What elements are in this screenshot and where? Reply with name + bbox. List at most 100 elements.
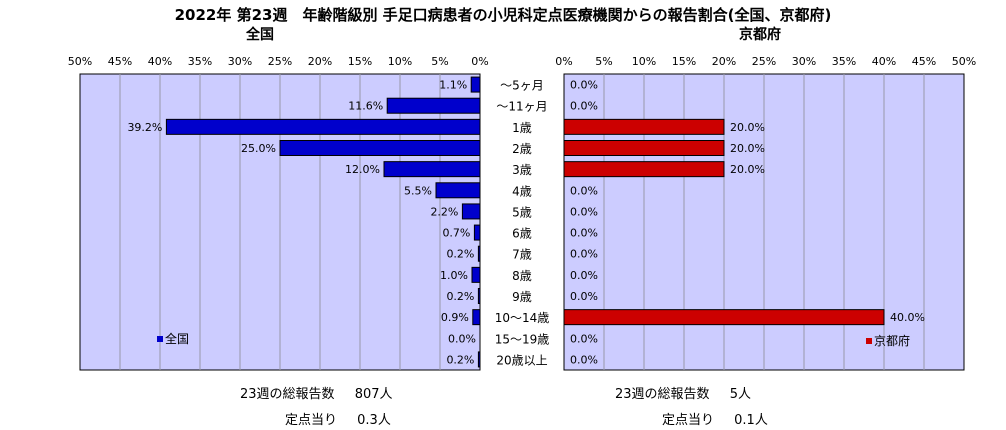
- national-bar: [435, 182, 481, 199]
- national-data-label: 1.1%: [439, 79, 467, 92]
- national-total-row: 23週の総報告数 807人: [240, 383, 393, 402]
- national-data-label: 39.2%: [127, 121, 162, 134]
- kyoto-data-label: 0.0%: [570, 290, 598, 303]
- kyoto-data-label: 40.0%: [890, 311, 925, 324]
- kyoto-bar: [563, 118, 725, 135]
- category-label: 20歳以上: [496, 353, 547, 367]
- national-x-tick-label: 30%: [228, 55, 252, 68]
- kyoto-subtitle: 京都府: [739, 27, 781, 43]
- kyoto-data-label: 20.0%: [730, 121, 765, 134]
- national-bar: [461, 203, 481, 220]
- kyoto-x-tick-label: 40%: [872, 55, 896, 68]
- national-bar: [473, 224, 481, 241]
- population-chart-canvas: 50% 45% 40% 35% 30% 25% 20% 15% 10% 5% 0% 1.1% 11.6%…: [68, 55, 976, 371]
- national-bar: [279, 140, 481, 156]
- kyoto-data-label: 0.0%: [570, 227, 598, 240]
- national-data-label: 1.0%: [440, 269, 468, 282]
- national-x-tick-label: 50%: [68, 55, 92, 68]
- category-label: 2歳: [512, 142, 532, 156]
- category-label: 10～14歳: [495, 311, 550, 325]
- kyoto-total-row: 23週の総報告数 5人: [615, 383, 751, 402]
- category-label: 6歳: [512, 227, 532, 241]
- national-data-label: 0.2%: [446, 248, 474, 261]
- category-label: ～5ヶ月: [500, 79, 544, 93]
- category-label: 5歳: [512, 205, 532, 219]
- kyoto-x-tick-label: 20%: [712, 55, 736, 68]
- national-x-tick-label: 10%: [388, 55, 412, 68]
- national-bar: [477, 288, 481, 304]
- national-bar: [477, 351, 481, 368]
- national-data-label: 0.2%: [446, 353, 474, 366]
- national-legend-label: 全国: [165, 331, 189, 346]
- national-x-tick-label: 25%: [268, 55, 292, 68]
- national-data-label: 0.9%: [441, 311, 469, 324]
- national-data-label: 12.0%: [345, 163, 380, 176]
- kyoto-per-value: 0.1人: [734, 413, 768, 428]
- category-label: 3歳: [512, 163, 532, 177]
- category-label: 7歳: [512, 248, 532, 262]
- national-bar: [471, 266, 481, 283]
- national-data-label: 5.5%: [404, 184, 432, 197]
- kyoto-data-label: 0.0%: [570, 184, 598, 197]
- kyoto-per-row: 定点当り 0.1人: [662, 409, 768, 428]
- national-x-tick-label: 40%: [148, 55, 172, 68]
- national-per-label: 定点当り: [285, 413, 338, 428]
- kyoto-x-tick-label: 50%: [952, 55, 976, 68]
- category-label: 9歳: [512, 290, 532, 304]
- kyoto-x-tick-label: 10%: [632, 55, 656, 68]
- national-bar: [386, 97, 481, 114]
- kyoto-x-tick-label: 45%: [912, 55, 936, 68]
- kyoto-data-label: 20.0%: [730, 142, 765, 155]
- kyoto-bar: [563, 161, 725, 178]
- national-per-value: 0.3人: [357, 413, 391, 428]
- national-bar: [472, 309, 481, 326]
- kyoto-data-label: 0.0%: [570, 79, 598, 92]
- kyoto-data-label: 20.0%: [730, 163, 765, 176]
- chart-title: 2022年 第23週 年齢階級別 手足口病患者の小児科定点医療機関からの報告割合…: [174, 6, 832, 24]
- kyoto-legend-swatch: [866, 338, 872, 344]
- kyoto-x-tick-label: 15%: [672, 55, 696, 68]
- kyoto-data-label: 0.0%: [570, 353, 598, 366]
- kyoto-bar: [563, 140, 725, 156]
- national-data-label: 0.0%: [448, 332, 476, 345]
- national-per-row: 定点当り 0.3人: [285, 409, 391, 428]
- kyoto-data-label: 0.0%: [570, 269, 598, 282]
- kyoto-x-tick-label: 35%: [832, 55, 856, 68]
- national-data-label: 25.0%: [241, 142, 276, 155]
- national-data-label: 11.6%: [348, 100, 383, 113]
- kyoto-x-tick-label: 5%: [595, 55, 612, 68]
- kyoto-data-label: 0.0%: [570, 248, 598, 261]
- national-bar: [477, 245, 481, 262]
- national-data-label: 0.7%: [442, 227, 470, 240]
- kyoto-x-tick-label: 30%: [792, 55, 816, 68]
- national-x-tick-label: 45%: [108, 55, 132, 68]
- kyoto-total-value: 5人: [729, 387, 751, 402]
- national-subtitle: 全国: [246, 27, 274, 43]
- category-label: 1歳: [512, 121, 532, 135]
- national-bar: [383, 161, 481, 178]
- national-x-tick-label: 5%: [431, 55, 448, 68]
- kyoto-data-label: 0.0%: [570, 205, 598, 218]
- national-bar: [165, 118, 481, 135]
- kyoto-data-label: 0.0%: [570, 332, 598, 345]
- category-label: 15～19歳: [495, 332, 550, 346]
- kyoto-total-label: 23週の総報告数: [615, 387, 710, 402]
- kyoto-bar: [563, 309, 885, 326]
- national-bar: [470, 76, 481, 93]
- national-x-tick-label: 0%: [471, 55, 488, 68]
- national-x-tick-label: 20%: [308, 55, 332, 68]
- kyoto-legend-label: 京都府: [874, 333, 910, 348]
- kyoto-x-tick-label: 0%: [555, 55, 572, 68]
- category-label: 4歳: [512, 184, 532, 198]
- national-total-value: 807人: [354, 387, 393, 402]
- national-data-label: 0.2%: [446, 290, 474, 303]
- kyoto-x-tick-label: 25%: [752, 55, 776, 68]
- category-label: 8歳: [512, 269, 532, 283]
- kyoto-data-label: 0.0%: [570, 100, 598, 113]
- national-x-tick-label: 35%: [188, 55, 212, 68]
- national-x-tick-label: 15%: [348, 55, 372, 68]
- national-total-label: 23週の総報告数: [240, 387, 335, 402]
- national-data-label: 2.2%: [430, 205, 458, 218]
- kyoto-per-label: 定点当り: [662, 413, 715, 428]
- national-legend-swatch: [157, 336, 163, 342]
